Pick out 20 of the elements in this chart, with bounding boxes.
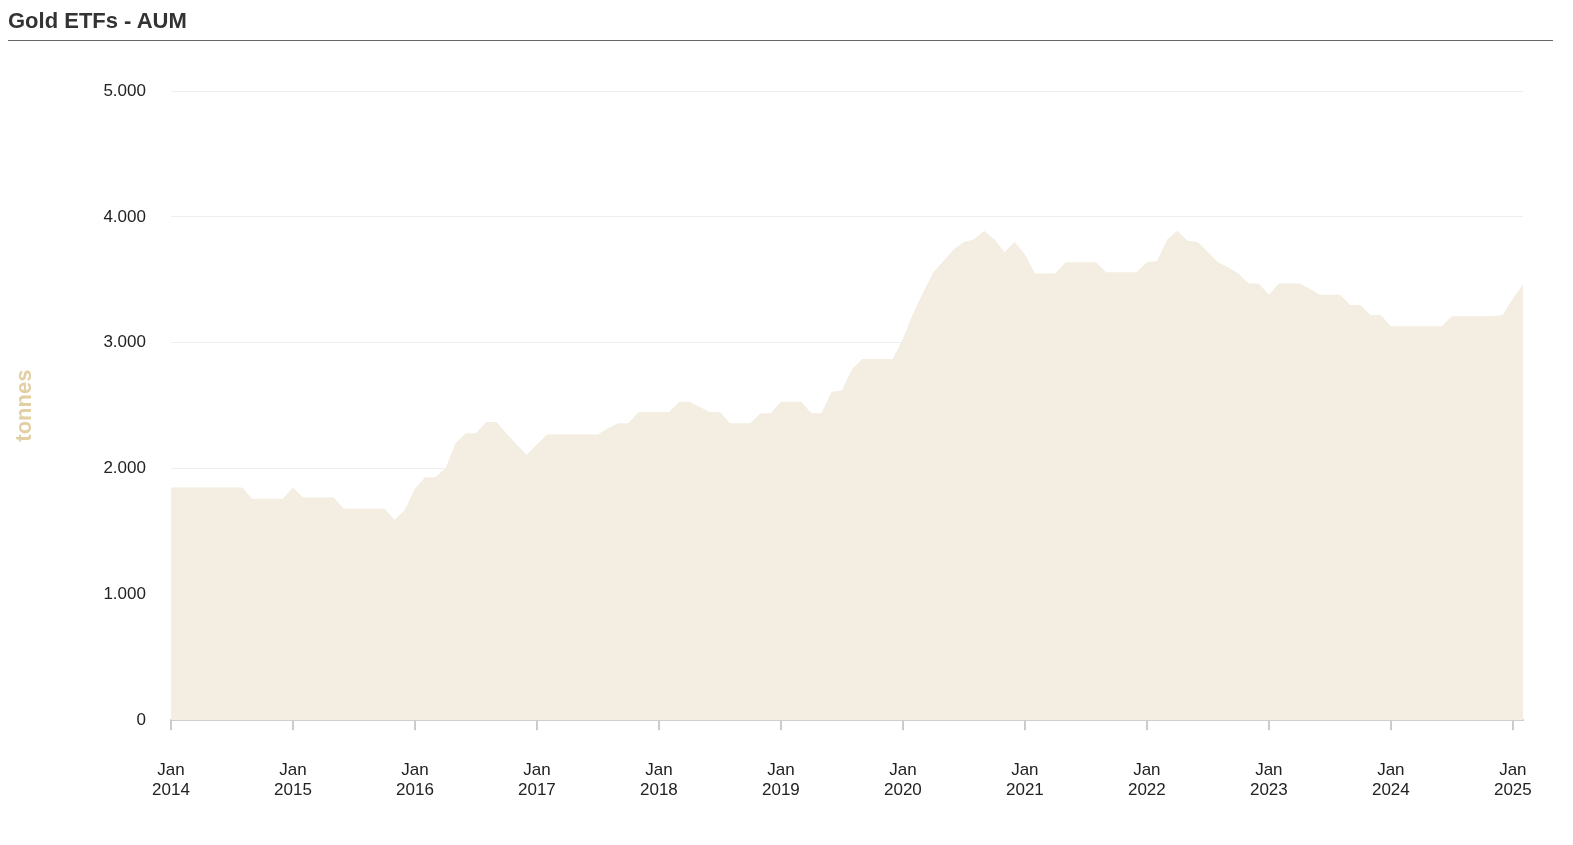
x-tick-label: Jan 2017 bbox=[518, 760, 556, 800]
x-tick-label: Jan 2019 bbox=[761, 760, 800, 800]
x-tick-label: Jan 2016 bbox=[396, 760, 434, 800]
x-tick-label: Jan 2020 bbox=[883, 760, 922, 800]
y-tick-label: 5.000 bbox=[103, 80, 146, 100]
y-tick-label: 2.000 bbox=[103, 458, 146, 478]
y-tick-label: 1.000 bbox=[103, 584, 146, 604]
x-tick-label: Jan 2023 bbox=[1249, 760, 1288, 800]
y-tick-label: 4.000 bbox=[103, 206, 146, 226]
x-tick-label: Jan 2025 bbox=[1493, 760, 1532, 800]
y-tick-label: 3.000 bbox=[103, 332, 146, 352]
chart-title: Gold ETFs - AUM bbox=[8, 8, 1553, 41]
y-tick-label: 0 bbox=[136, 709, 146, 729]
x-tick-label: Jan 2015 bbox=[274, 760, 312, 800]
x-tick-label: Jan 2014 bbox=[152, 760, 190, 800]
y-axis-title: tonnes bbox=[11, 369, 37, 442]
x-tick-label: Jan 2024 bbox=[1371, 760, 1410, 800]
x-tick-label: Jan 2022 bbox=[1127, 760, 1166, 800]
x-tick-label: Jan 2021 bbox=[1005, 760, 1044, 800]
x-tick-label: Jan 2018 bbox=[639, 760, 678, 800]
